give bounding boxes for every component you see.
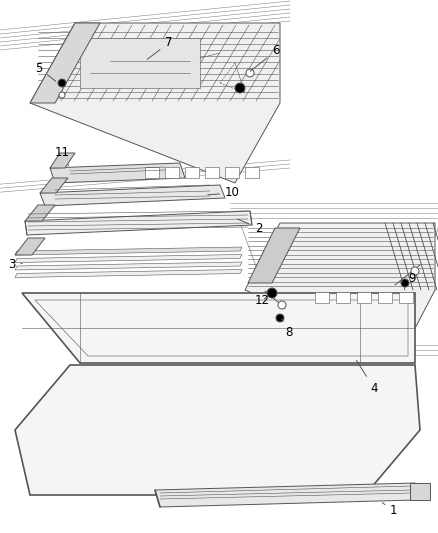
Text: 12: 12 [255,295,270,308]
Polygon shape [40,178,68,193]
Bar [378,292,392,303]
Polygon shape [15,270,242,278]
Bar [205,167,219,178]
Polygon shape [80,38,200,88]
Text: 2: 2 [237,219,262,235]
Circle shape [278,301,286,309]
Polygon shape [30,23,280,183]
Polygon shape [30,23,100,103]
Circle shape [411,267,419,275]
Polygon shape [15,254,242,262]
Bar [357,292,371,303]
Text: 10: 10 [208,187,240,199]
Circle shape [59,92,65,98]
Circle shape [246,69,254,77]
Text: 9: 9 [401,271,416,285]
Text: 3: 3 [8,259,22,271]
Polygon shape [15,238,45,255]
Text: 7: 7 [147,36,173,59]
Polygon shape [15,247,242,255]
Polygon shape [410,483,430,500]
Text: 1: 1 [382,503,398,518]
Polygon shape [25,205,55,221]
Polygon shape [15,262,242,270]
Bar [315,292,329,303]
Polygon shape [248,228,300,283]
Polygon shape [40,185,225,206]
Circle shape [58,79,66,87]
Circle shape [401,279,409,287]
Text: 5: 5 [35,61,56,82]
Polygon shape [22,293,415,363]
Text: 11: 11 [55,147,70,166]
Polygon shape [245,223,435,357]
Bar [165,167,179,178]
Text: 8: 8 [282,319,293,340]
Polygon shape [155,483,415,507]
Bar [245,167,259,178]
Circle shape [267,288,277,298]
Polygon shape [50,163,185,183]
Circle shape [276,314,284,322]
Bar [185,167,199,178]
Circle shape [235,83,245,93]
Text: 6: 6 [250,44,279,71]
Polygon shape [25,211,252,235]
Bar [336,292,350,303]
Bar [225,167,239,178]
Bar [399,292,413,303]
Bar [145,167,159,178]
Polygon shape [15,365,420,495]
Text: 4: 4 [357,360,378,394]
Polygon shape [50,153,75,168]
